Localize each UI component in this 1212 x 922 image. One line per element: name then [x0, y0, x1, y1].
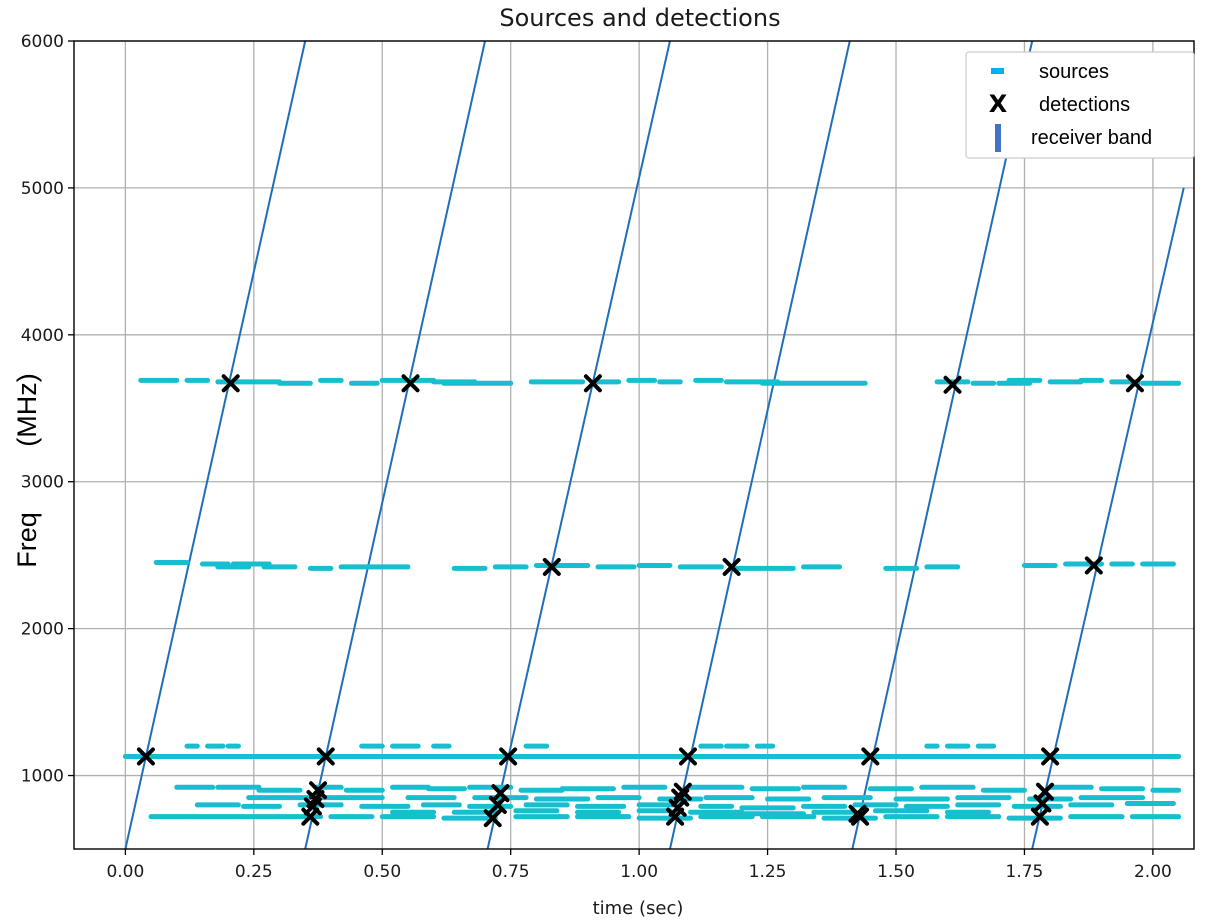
- detection-stroke: [943, 375, 962, 394]
- x-tick-label: 0.75: [492, 862, 530, 882]
- legend-detections-label: detections: [1039, 94, 1130, 116]
- y-axis-label-unit: (MHz): [12, 373, 42, 446]
- detection-marker: [583, 374, 602, 393]
- legend-sources-label: sources: [1039, 61, 1109, 83]
- detection-stroke: [1084, 556, 1103, 575]
- detection-stroke: [1125, 374, 1144, 393]
- detection-marker: [401, 374, 420, 393]
- detection-marker: [483, 809, 502, 828]
- detection-marker: [316, 747, 335, 766]
- detection-marker: [542, 557, 561, 576]
- detection-stroke: [861, 747, 880, 766]
- detection-stroke: [542, 557, 561, 576]
- x-tick-label: 1.75: [1006, 862, 1044, 882]
- chart-title: Sources and detections: [499, 4, 780, 32]
- detection-stroke: [491, 784, 510, 803]
- detection-stroke: [316, 747, 335, 766]
- detection-stroke: [722, 557, 741, 576]
- y-tick-label: 5000: [21, 179, 64, 199]
- legend-receiver-band-label: receiver band: [1031, 127, 1152, 149]
- receiver-band-line: [124, 40, 307, 850]
- detection-stroke: [678, 747, 697, 766]
- detection-marker: [488, 795, 507, 814]
- detection-stroke: [671, 788, 690, 807]
- detection-stroke: [666, 807, 685, 826]
- plot-frame: [73, 40, 1195, 850]
- detection-marker: [851, 807, 870, 826]
- detection-stroke: [499, 747, 518, 766]
- detection-marker: [301, 807, 320, 826]
- y-axis-label-freq: Freq: [12, 512, 42, 568]
- y-tick-label: 1000: [21, 767, 64, 787]
- x-tick-label: 1.00: [620, 862, 658, 882]
- detection-stroke: [1041, 747, 1060, 766]
- receiver-band-line: [668, 40, 851, 850]
- detection-marker: [221, 374, 240, 393]
- detection-marker: [722, 557, 741, 576]
- detection-marker: [861, 747, 880, 766]
- x-tick-label: 2.00: [1134, 862, 1172, 882]
- x-tick-label: 0.50: [363, 862, 401, 882]
- detection-stroke: [401, 374, 420, 393]
- detection-marker: [499, 747, 518, 766]
- legend-sources-marker: [991, 68, 1004, 74]
- detection-markers: [136, 374, 1144, 828]
- grid-lines: [74, 40, 1194, 849]
- x-tick-label: 1.50: [877, 862, 915, 882]
- receiver-band-line: [1031, 187, 1185, 850]
- x-tick-label: 0.25: [235, 862, 273, 882]
- detection-marker: [1125, 374, 1144, 393]
- detection-marker: [136, 747, 155, 766]
- x-tick-label: 1.25: [749, 862, 787, 882]
- x-axis-label: time (sec): [593, 898, 684, 919]
- receiver-band-line: [851, 40, 1034, 850]
- x-tick-label: 0.00: [106, 862, 144, 882]
- legend-detections-marker: X: [989, 90, 1008, 118]
- detection-stroke: [483, 809, 502, 828]
- detection-stroke: [136, 747, 155, 766]
- x-axis-ticks: 0.00 0.25 0.50 0.75 1.00 1.25 1.50 1.75 2.00: [106, 849, 1172, 882]
- receiver-band-line: [304, 40, 486, 850]
- detection-stroke: [303, 797, 322, 816]
- receiver-band-line: [486, 40, 671, 850]
- detection-marker: [1030, 807, 1049, 826]
- detection-stroke: [1036, 782, 1055, 801]
- detection-stroke: [1030, 807, 1049, 826]
- detection-marker: [1084, 556, 1103, 575]
- y-tick-label: 3000: [21, 473, 64, 493]
- y-tick-label: 2000: [21, 620, 64, 640]
- detection-marker: [666, 807, 685, 826]
- y-axis-ticks: 1000 2000 3000 4000 5000 6000: [21, 32, 74, 787]
- y-tick-label: 4000: [21, 326, 64, 346]
- detection-stroke: [488, 795, 507, 814]
- source-segments: [122, 377, 1182, 821]
- detection-stroke: [221, 374, 240, 393]
- receiver-band-lines: [124, 40, 1185, 850]
- legend: sources X detections receiver band: [965, 51, 1195, 159]
- detection-marker: [678, 747, 697, 766]
- detection-stroke: [851, 807, 870, 826]
- detection-marker: [1041, 747, 1060, 766]
- legend-box: [965, 51, 1195, 159]
- detection-stroke: [1033, 794, 1052, 813]
- y-tick-label: 6000: [21, 32, 64, 52]
- legend-receiver-band-marker: [995, 124, 1001, 152]
- y-axis-label: Freq (MHz): [12, 373, 42, 568]
- detection-marker: [943, 375, 962, 394]
- detection-stroke: [301, 807, 320, 826]
- detection-stroke: [583, 374, 602, 393]
